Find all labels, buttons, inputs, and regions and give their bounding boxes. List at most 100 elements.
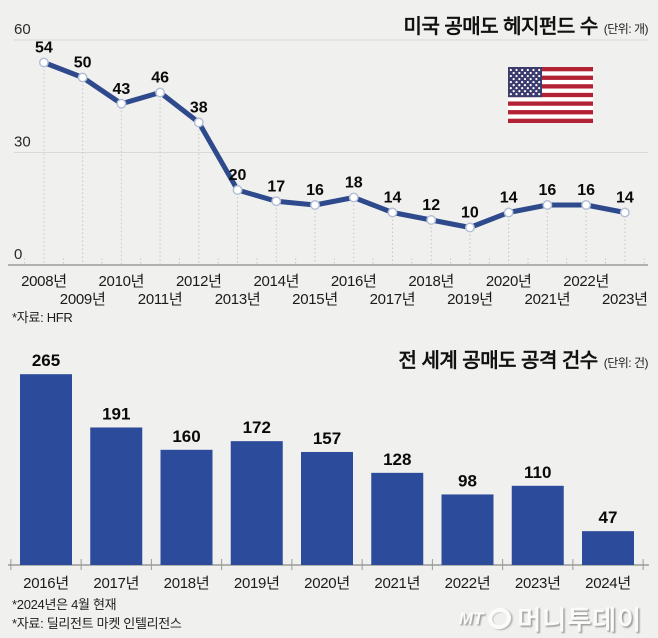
flag-star — [535, 71, 538, 75]
x-tick-label: 2020년 — [304, 575, 350, 592]
flag-star — [526, 87, 529, 90]
value-label: 128 — [383, 450, 411, 469]
value-label: 20 — [229, 167, 247, 184]
data-point-marker — [426, 215, 437, 225]
flag-star — [535, 90, 538, 93]
data-point-marker — [387, 207, 398, 218]
bar-chart-svg: 265 2016년 191 2017년 160 2018년 172 2019년 157 2020년… — [8, 351, 649, 592]
y-tick-label: 0 — [14, 246, 22, 263]
x-tick-label: 2013년 — [215, 291, 261, 308]
bottom-chart-title: 전 세계 공매도 공격 건수 (단위: 건) — [398, 344, 648, 373]
data-point-marker — [38, 57, 49, 68]
flag-star — [518, 90, 521, 93]
x-tick-label: 2017년 — [370, 291, 416, 308]
x-tick-label: 2018년 — [408, 273, 454, 290]
flag-star — [521, 68, 524, 72]
flag-stripe — [508, 67, 593, 72]
value-label: 16 — [577, 182, 595, 199]
value-label: 43 — [112, 81, 130, 98]
x-tick-label: 2009년 — [60, 291, 106, 308]
value-label: 98 — [458, 471, 477, 490]
top-chart-title-text: 미국 공매도 헤지펀드 수 — [403, 16, 599, 38]
x-tick-label: 2008년 — [21, 273, 67, 290]
flag-stripe — [508, 75, 593, 81]
data-point-marker — [542, 200, 553, 210]
flag-star — [538, 80, 541, 84]
flag-stripe — [508, 92, 593, 98]
flag-stripe — [508, 97, 593, 102]
flag-star — [515, 68, 518, 72]
flag-star — [523, 83, 527, 87]
value-label: 17 — [267, 178, 285, 195]
flag-star — [529, 77, 532, 81]
x-tick-label: 2011년 — [138, 291, 183, 308]
flag-star — [532, 80, 535, 84]
flag-stripe — [508, 101, 593, 107]
value-label: 16 — [306, 182, 324, 199]
flag-star — [535, 83, 538, 87]
flag-star — [512, 90, 515, 93]
value-label: 18 — [345, 175, 363, 192]
flag-star — [521, 93, 524, 96]
data-point-marker — [581, 200, 592, 210]
x-tick-label: 2023년 — [602, 291, 648, 308]
flag-star — [532, 93, 535, 96]
flag-star — [538, 87, 541, 90]
x-tick-label: 2024년 — [585, 575, 631, 592]
flag-star — [509, 68, 512, 72]
data-point-marker — [503, 207, 514, 218]
flag-star — [518, 77, 521, 81]
x-tick-label: 2018년 — [164, 575, 210, 592]
data-point-marker — [232, 185, 243, 195]
line-series — [41, 60, 628, 230]
value-label: 47 — [599, 508, 618, 527]
flag-star — [529, 71, 532, 75]
flag-stripe — [508, 79, 593, 85]
bottom-chart-title-text: 전 세계 공매도 공격 건수 — [398, 350, 598, 372]
flag-star — [523, 90, 527, 93]
flag-star — [532, 68, 535, 72]
bar — [20, 374, 72, 565]
data-point-marker — [155, 87, 166, 98]
bar — [511, 485, 564, 565]
flag-star — [515, 80, 518, 84]
flag-star — [521, 80, 524, 84]
y-tick-label: 60 — [14, 21, 31, 38]
x-tick-label: 2017년 — [93, 575, 139, 592]
value-label: 50 — [74, 55, 92, 72]
logo-name-text: 머니투데이 — [517, 605, 642, 635]
flag-star — [512, 71, 515, 75]
value-label: 110 — [524, 463, 551, 482]
bar — [301, 451, 353, 565]
value-label: 10 — [461, 205, 479, 222]
x-tick-label: 2023년 — [515, 575, 561, 592]
flag-star — [509, 93, 512, 96]
flag-star — [512, 77, 515, 81]
moneytoday-logo: MT 머니투데이 — [459, 600, 642, 637]
value-label: 191 — [102, 404, 130, 423]
flag-star — [512, 83, 515, 87]
bottom-chart-notes: *2024년은 4월 현재 *자료: 딜리전트 마켓 인텔리전스 — [12, 595, 182, 633]
data-point-marker — [271, 196, 282, 207]
flag-star — [515, 74, 518, 78]
flag-star — [526, 68, 529, 72]
data-point-marker — [619, 207, 630, 218]
flag-star — [529, 83, 532, 87]
flag-star — [518, 83, 521, 87]
data-point-marker — [464, 222, 475, 233]
bar — [371, 472, 424, 565]
value-label: 12 — [422, 197, 440, 214]
x-tick-label: 2022년 — [445, 575, 491, 592]
flag-star — [532, 74, 535, 78]
flag-star — [509, 74, 512, 78]
value-label: 46 — [151, 70, 169, 87]
us-flag-icon — [508, 67, 593, 123]
x-tick-label: 2019년 — [234, 575, 280, 592]
top-chart-source: *자료: HFR — [12, 310, 73, 325]
data-point-marker — [77, 72, 88, 83]
value-label: 54 — [35, 40, 53, 57]
bar — [441, 494, 494, 565]
data-point-marker — [310, 200, 320, 210]
value-label: 14 — [616, 190, 634, 207]
